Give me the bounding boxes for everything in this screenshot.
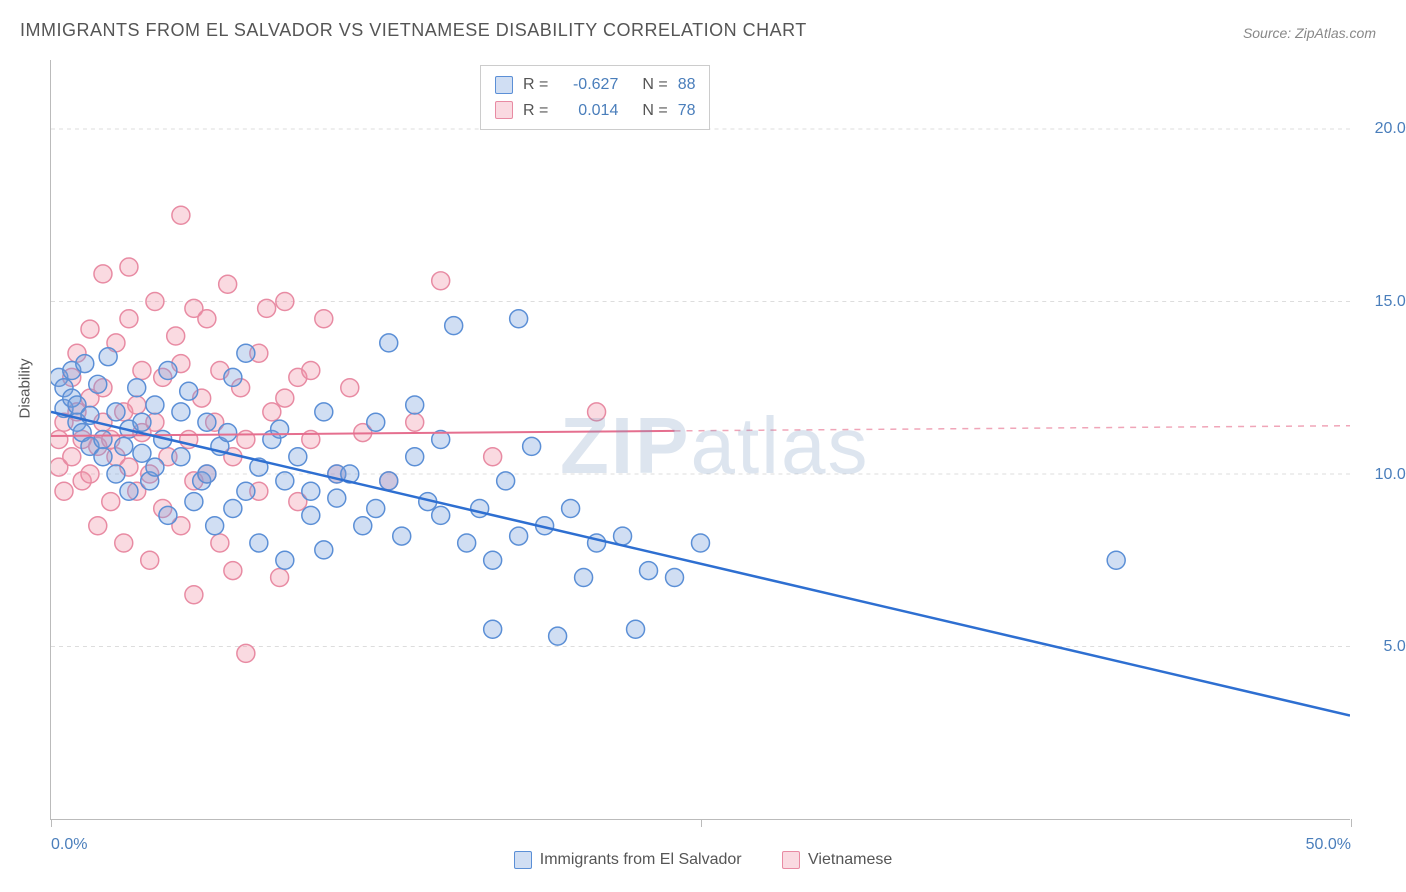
chart-title: IMMIGRANTS FROM EL SALVADOR VS VIETNAMES… (20, 20, 807, 41)
stats-legend: R = -0.627 N = 88 R = 0.014 N = 78 (480, 65, 710, 130)
r-value-2: 0.014 (558, 98, 618, 124)
xtick (51, 819, 52, 827)
xtick (701, 819, 702, 827)
bottom-legend: Immigrants from El Salvador Vietnamese (0, 851, 1406, 874)
y-axis-label: Disability (17, 358, 34, 418)
r-label: R = (523, 98, 548, 124)
n-value-2: 78 (678, 98, 696, 124)
ytick-label: 20.0% (1375, 120, 1406, 138)
r-label: R = (523, 72, 548, 98)
swatch-series1 (495, 76, 513, 94)
ytick-label: 10.0% (1375, 466, 1406, 484)
n-label: N = (642, 98, 667, 124)
swatch-series2 (782, 851, 800, 869)
n-label: N = (642, 72, 667, 98)
plot-area: 5.0%10.0%15.0%20.0% 0.0%50.0% (50, 60, 1350, 820)
stats-row-2: R = 0.014 N = 78 (495, 98, 695, 124)
source-label: Source: ZipAtlas.com (1243, 25, 1376, 41)
xtick (1351, 819, 1352, 827)
legend-item-1: Immigrants from El Salvador (514, 851, 742, 869)
r-value-1: -0.627 (558, 72, 618, 98)
legend-item-2: Vietnamese (782, 851, 892, 869)
chart-svg (51, 60, 1350, 819)
swatch-series1 (514, 851, 532, 869)
legend-label-1: Immigrants from El Salvador (540, 851, 742, 869)
stats-row-1: R = -0.627 N = 88 (495, 72, 695, 98)
ytick-label: 5.0% (1384, 638, 1406, 656)
swatch-series2 (495, 101, 513, 119)
n-value-1: 88 (678, 72, 696, 98)
ytick-label: 15.0% (1375, 293, 1406, 311)
legend-label-2: Vietnamese (808, 851, 892, 869)
